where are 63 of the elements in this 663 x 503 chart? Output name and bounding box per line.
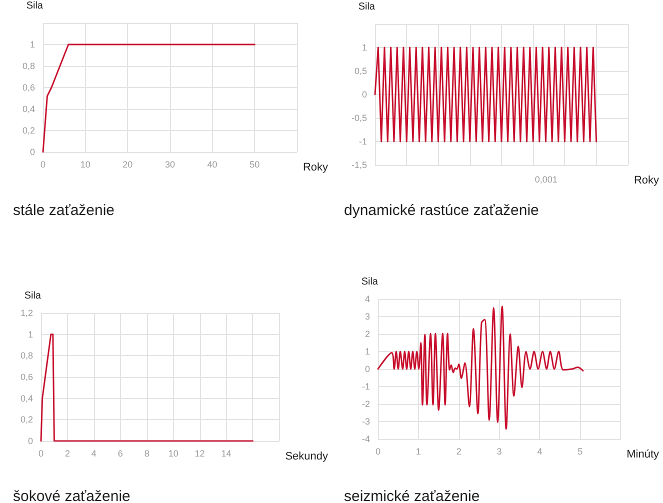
y-tick-label: -1,5 <box>351 160 367 170</box>
text: stále zaťaženie <box>13 202 115 219</box>
y-axis-title: Sila <box>361 276 378 287</box>
y-tick-label: 0 <box>362 90 367 100</box>
y-tick-label: 0,6 <box>20 372 33 382</box>
x-tick-label: 1 <box>416 446 421 456</box>
y-tick-label: 0,8 <box>22 61 35 71</box>
y-tick-label: 4 <box>364 294 370 304</box>
y-tick-label: 0 <box>30 147 35 157</box>
x-tick-label: 3 <box>496 446 502 456</box>
x-tick-label: 12 <box>194 448 205 458</box>
x-tick-label: 40 <box>207 160 218 170</box>
y-axis-title: Sila <box>24 290 42 301</box>
y-tick-label: 1 <box>30 40 35 50</box>
x-tick-label: 10 <box>80 160 90 170</box>
text: seizmické zaťaženie <box>344 488 480 503</box>
y-tick-label: -3 <box>362 416 370 426</box>
y-axis-title: Sila <box>358 2 376 12</box>
y-tick-label: 0 <box>28 436 33 446</box>
y-tick-label: -1 <box>362 381 370 391</box>
x-tick-label: 20 <box>122 160 133 170</box>
y-tick-label: 0,6 <box>22 82 35 92</box>
y-tick-label: 0,2 <box>20 414 33 424</box>
y-tick-label: 0,5 <box>354 66 367 76</box>
y-tick-label: 1,2 <box>20 308 33 318</box>
y-axis-title: Sila <box>26 0 44 12</box>
text: 0,001 <box>534 174 558 184</box>
x-tick-label: 4 <box>91 448 96 458</box>
y-tick-label: 0,4 <box>22 104 35 114</box>
y-tick-label: -4 <box>362 434 370 444</box>
y-tick-label: 0 <box>364 364 370 374</box>
x-tick-label: 2 <box>64 448 70 458</box>
x-tick-label: 6 <box>118 448 123 458</box>
y-tick-label: 0,4 <box>20 392 33 403</box>
x-axis-title: Sekundy <box>285 450 328 462</box>
y-tick-label: 1 <box>364 346 370 356</box>
y-tick-label: -0,5 <box>351 113 367 123</box>
y-tick-label: 1 <box>28 328 33 339</box>
x-axis-title: Roky <box>302 162 328 174</box>
y-tick-label: 2 <box>364 328 370 338</box>
y-tick-label: -1 <box>358 136 367 146</box>
line-series <box>42 44 256 153</box>
y-tick-label: 1 <box>362 42 367 52</box>
x-axis-title: Minúty <box>626 448 660 460</box>
text: dynamické rastúce zaťaženie <box>344 202 539 219</box>
y-tick-label: 3 <box>364 311 370 321</box>
x-tick-label: 2 <box>456 446 462 456</box>
line-series <box>377 305 584 430</box>
x-tick-label: 10 <box>168 448 178 458</box>
x-tick-label: 4 <box>537 446 542 456</box>
x-axis-title: Roky <box>634 174 660 186</box>
x-tick-label: 50 <box>250 160 260 170</box>
y-tick-label: 0,8 <box>20 350 33 360</box>
x-tick-label: 0 <box>375 446 381 456</box>
x-tick-label: 0 <box>40 160 46 170</box>
y-tick-label: 0,2 <box>22 126 35 136</box>
x-tick-label: 8 <box>144 448 150 458</box>
text: šokové zaťaženie <box>13 488 130 503</box>
y-tick-label: -2 <box>362 398 370 408</box>
x-tick-label: 14 <box>221 448 232 458</box>
x-tick-label: 5 <box>578 446 583 456</box>
x-tick-label: 30 <box>164 160 175 170</box>
x-tick-label: 0 <box>38 448 44 458</box>
